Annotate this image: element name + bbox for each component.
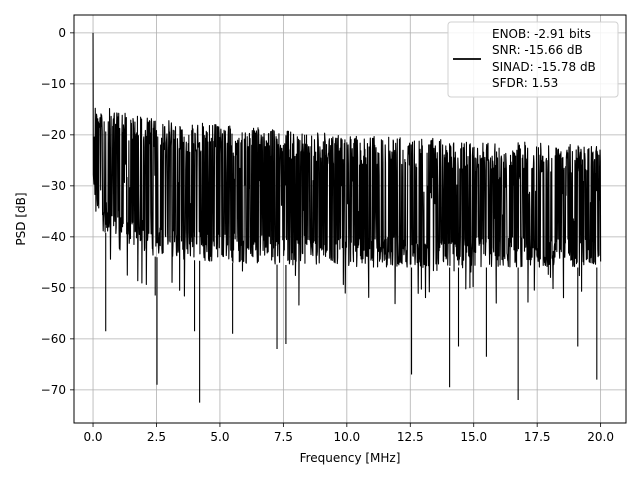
y-axis-label: PSD [dB] [14, 192, 28, 245]
x-tick-label: 7.5 [274, 430, 293, 444]
y-tick-label: −70 [41, 383, 66, 397]
psd-trace [92, 32, 602, 403]
x-axis-ticks: 0.0 2.5 5.0 7.5 10.0 12.5 15.0 17.5 20.0 [83, 423, 614, 444]
legend-line-sfdr: SFDR: 1.53 [492, 76, 558, 90]
psd-series-line [92, 32, 602, 403]
legend-line-sinad: SINAD: -15.78 dB [492, 60, 596, 74]
plot-frame [73, 14, 627, 424]
x-tick-label: 15.0 [460, 430, 487, 444]
x-tick-label: 0.0 [83, 430, 102, 444]
y-axis-ticks: 0 −10 −20 −30 −40 −50 −60 −70 [41, 26, 74, 397]
y-tick-label: −50 [41, 281, 66, 295]
legend-line-enob: ENOB: -2.91 bits [492, 27, 591, 41]
legend: ENOB: -2.91 bits SNR: -15.66 dB SINAD: -… [447, 21, 619, 98]
y-tick-label: −60 [41, 332, 66, 346]
x-tick-label: 5.0 [210, 430, 229, 444]
y-tick-label: −40 [41, 230, 66, 244]
legend-line-snr: SNR: -15.66 dB [492, 43, 583, 57]
y-tick-label: 0 [58, 26, 66, 40]
x-tick-label: 12.5 [397, 430, 424, 444]
y-tick-label: −20 [41, 128, 66, 142]
x-tick-label: 20.0 [587, 430, 614, 444]
y-tick-label: −30 [41, 179, 66, 193]
y-tick-label: −10 [41, 77, 66, 91]
x-tick-label: 17.5 [524, 430, 551, 444]
x-tick-label: 10.0 [333, 430, 360, 444]
x-tick-label: 2.5 [147, 430, 166, 444]
legend-box [447, 21, 619, 98]
x-axis-label: Frequency [MHz] [300, 451, 401, 465]
